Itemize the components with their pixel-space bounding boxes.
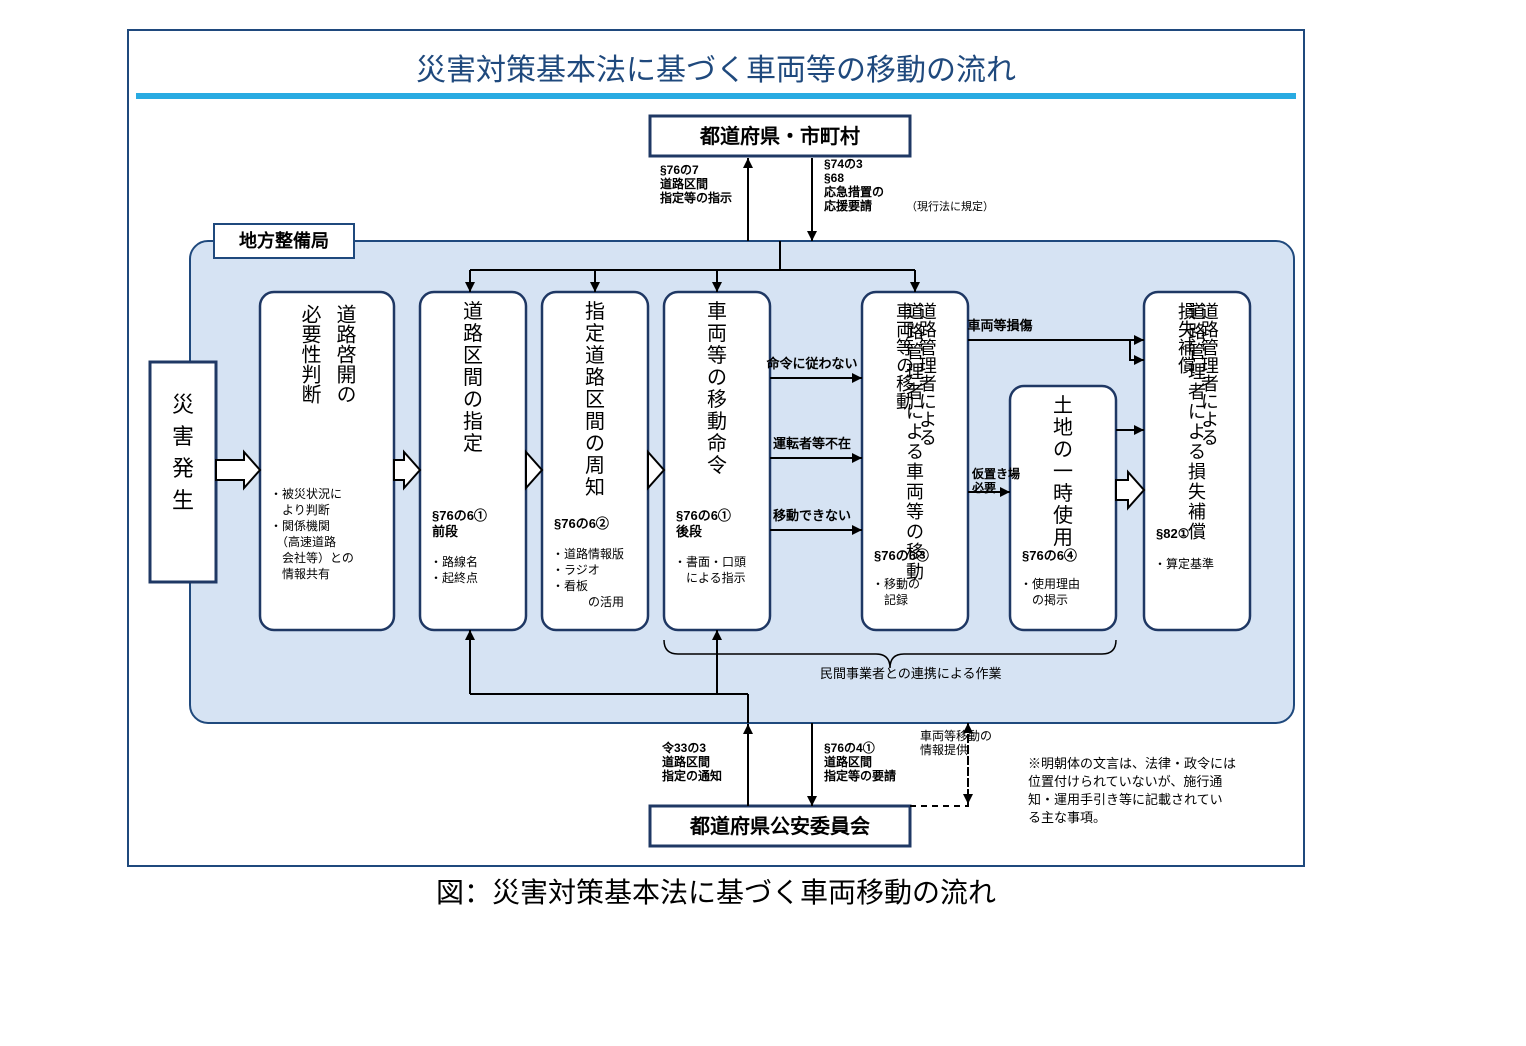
bottom-entity-label: 都道府県公安委員会 <box>689 814 870 838</box>
node-detail: （高速道路 <box>270 534 336 549</box>
connector-label: 道路区間 <box>824 754 872 769</box>
connector-label: 情報提供 <box>920 742 968 757</box>
node-law-ref: §76の6④ <box>1022 548 1077 563</box>
node-law-ref: §76の6① <box>676 508 731 523</box>
node-detail: ・ラジオ <box>552 563 600 577</box>
connector-label: 指定等の要請 <box>824 768 896 783</box>
node-law-ref: 後段 <box>676 524 702 539</box>
node-law-ref: §76の6① <box>432 508 487 523</box>
node-detail: による指示 <box>674 570 746 585</box>
node-detail: ・書面・口頭 <box>674 555 746 569</box>
node-law-ref: 前段 <box>432 524 458 539</box>
connector-label: §76の4① <box>824 740 875 755</box>
figure-caption: 図：災害対策基本法に基づく車両移動の流れ <box>436 877 996 909</box>
bureau-label: 地方整備局 <box>239 230 329 251</box>
connector-label: 応援要請 <box>824 198 872 213</box>
node-law-ref: §76の6③ <box>874 548 929 563</box>
node-detail: ・被災状況に <box>270 486 342 501</box>
node-detail: 情報共有 <box>270 567 330 581</box>
node-detail: ・移動の <box>872 577 920 591</box>
footnote-line: 位置付けられていないが、施行通 <box>1028 774 1222 789</box>
footnote-line: 知・運用手引き等に記載されてい <box>1028 792 1223 807</box>
node-detail: ・路線名 <box>430 554 478 569</box>
connector-label: 指定の通知 <box>662 768 722 783</box>
edge-label: 仮置き場 <box>971 466 1020 481</box>
connector-note: （現行法に規定） <box>906 199 994 213</box>
connector-label: 指定等の指示 <box>660 190 732 205</box>
node-law-ref: §76の6② <box>554 516 609 531</box>
edge-label: 必要 <box>971 480 996 495</box>
node-detail: 会社等）との <box>270 550 354 565</box>
node-detail: ・看板 <box>552 579 588 593</box>
connector-label: 令33の3 <box>661 740 706 755</box>
node-law-ref: §82① <box>1156 526 1189 541</box>
node-detail: ・起終点 <box>430 570 478 585</box>
node-title: 道路管理者による損失補償 <box>1188 302 1206 542</box>
node-detail: 記録 <box>872 592 908 607</box>
node-title: 車両等の移動命令 <box>707 300 727 477</box>
footnote-line: ※明朝体の文言は、法律・政令には <box>1028 756 1236 771</box>
brace-label: 民間事業者との連携による作業 <box>820 666 1001 681</box>
node-detail: ・算定基準 <box>1154 556 1214 571</box>
connector-label: §76の7 <box>660 163 699 177</box>
diagram-svg: 災害対策基本法に基づく車両等の移動の流れ地方整備局 都道府県・市町村都道府県公安委… <box>0 0 1526 1046</box>
node-detail: ・道路情報版 <box>552 546 624 561</box>
connector-label: 車両等移動の <box>920 729 992 743</box>
node-title: 指定道路区間の周知 <box>585 300 605 499</box>
top-entity-label: 都道府県・市町村 <box>699 124 860 148</box>
diagram-title: 災害対策基本法に基づく車両等の移動の流れ <box>416 54 1016 87</box>
node-title: 道路区間の指定 <box>463 300 483 455</box>
diagram-stage: 災害対策基本法に基づく車両等の移動の流れ地方整備局 都道府県・市町村都道府県公安委… <box>0 0 1526 1046</box>
edge-label: 車両等損傷 <box>967 318 1032 333</box>
node-title: 道路管理者による車両等の移動 <box>906 302 924 582</box>
node-detail: より判断 <box>270 502 330 517</box>
connector-label: §68 <box>824 171 844 185</box>
node-title: 土地の一時使用 <box>1053 394 1073 549</box>
node-detail: の活用 <box>552 595 624 609</box>
connector-label: 道路区間 <box>662 754 710 769</box>
footnote-line: る主な事項。 <box>1028 810 1106 825</box>
connector-label: §74の3 <box>824 157 863 171</box>
edge-label: 命令に従わない <box>765 356 857 371</box>
edge-label: 移動できない <box>773 508 851 523</box>
node-detail: ・関係機関 <box>270 518 330 533</box>
connector-label: 道路区間 <box>660 176 708 191</box>
node-title: 必要性判断道路啓開の <box>268 304 386 504</box>
edge-label: 運転者等不在 <box>773 436 851 451</box>
node-detail: ・使用理由 <box>1020 576 1080 591</box>
node-detail: の掲示 <box>1020 592 1068 607</box>
connector-label: 応急措置の <box>824 184 884 199</box>
